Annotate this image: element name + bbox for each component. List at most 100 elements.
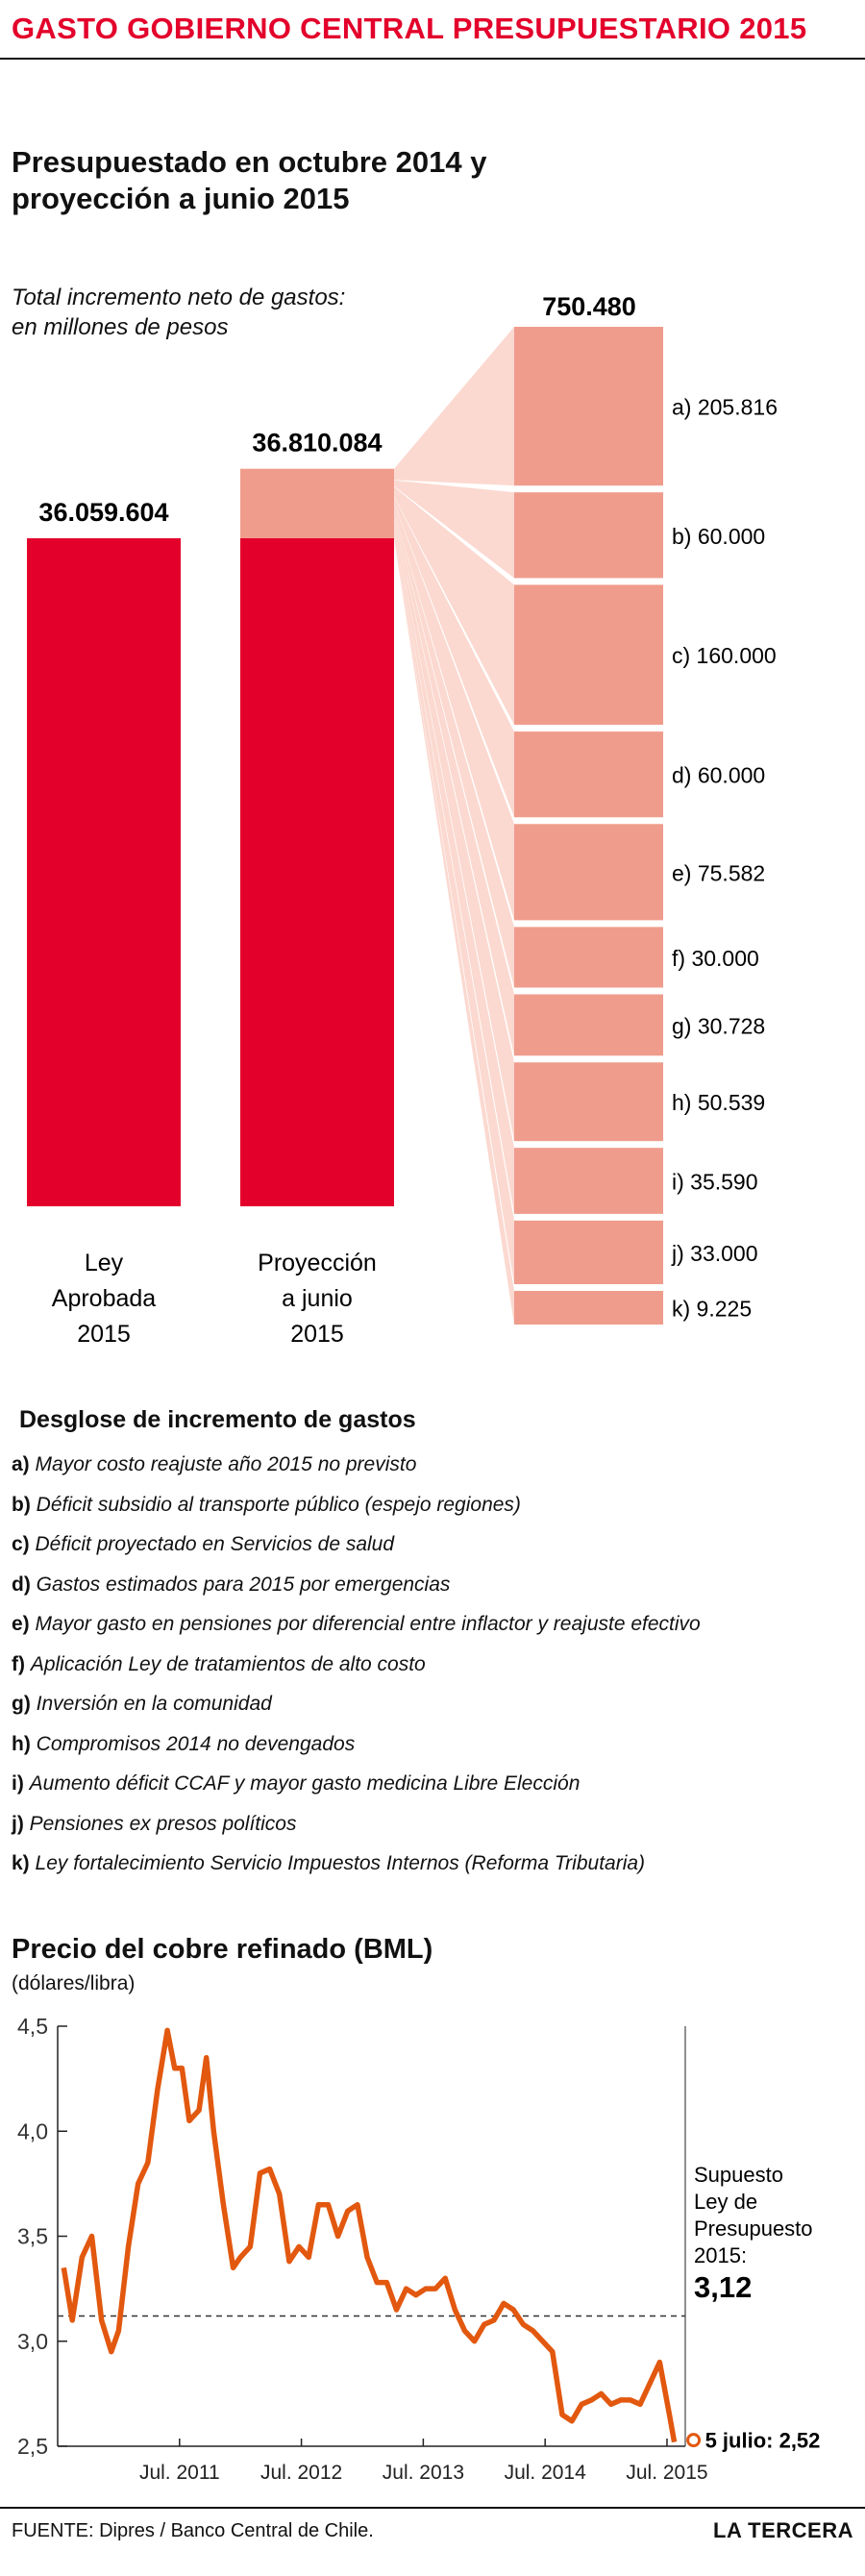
connector-wedge [394, 526, 514, 1214]
copper-line-chart: 2,5 3,0 3,5 4,0 4,5 Jul. 2011 Jul. 2012 Jul. 20… [17, 2014, 821, 2484]
breakdown-item: h) Compromisos 2014 no devengados [12, 1733, 355, 1756]
breakdown-item-key: i) [12, 1772, 30, 1795]
last-point-marker [686, 2433, 702, 2448]
breakdown-segment [514, 1148, 663, 1214]
subtitle-line-2: proyección a junio 2015 [12, 182, 350, 215]
breakdown-item: i) Aumento déficit CCAF y mayor gasto me… [12, 1772, 580, 1796]
breakdown-item-text: Déficit subsidio al transporte público (… [36, 1493, 521, 1516]
breakdown-value-label: i) 35.590 [672, 1170, 758, 1195]
breakdown-item: k) Ley fortalecimiento Servicio Impuesto… [12, 1852, 645, 1875]
last-point-label: 5 julio: 2,52 [705, 2429, 821, 2453]
breakdown-value-label: d) 60.000 [672, 763, 765, 788]
annotation-text: Supuesto [694, 2163, 783, 2187]
breakdown-item: e) Mayor gasto en pensiones por diferenc… [12, 1613, 701, 1636]
budget-chart-title: Total incremento neto de gastos: [12, 285, 346, 310]
breakdown-item-key: h) [12, 1732, 37, 1755]
connector-wedge [394, 531, 514, 1285]
connector-wedge [394, 515, 514, 1056]
breakdown-item-text: Aumento déficit CCAF y mayor gasto medic… [29, 1772, 581, 1795]
connector-wedge [394, 510, 514, 988]
chart-subtitle: Presupuestado en octubre 2014 y proyecci… [12, 144, 511, 217]
page-title: GASTO GOBIERNO CENTRAL PRESUPUESTARIO 20… [12, 12, 807, 45]
breakdown-value-label: f) 30.000 [672, 946, 759, 971]
breakdown-item-key: j) [12, 1812, 30, 1835]
y-tick-label: 3,0 [17, 2329, 48, 2354]
breakdown-item-key: k) [12, 1852, 36, 1874]
annotation-text: Presupuesto [694, 2217, 813, 2241]
breakdown-segment [514, 824, 663, 921]
breakdown-item: f) Aplicación Ley de tratamientos de alt… [12, 1653, 426, 1676]
breakdown-item: c) Déficit proyectado en Servicios de sa… [12, 1533, 394, 1556]
y-tick-label: 3,5 [17, 2224, 48, 2249]
bar-value-label: 36.059.604 [38, 498, 168, 527]
breakdown-value-label: h) 50.539 [672, 1090, 765, 1115]
copper-chart-unit: (dólares/libra) [12, 1972, 136, 1994]
annotation-text: Ley de [694, 2190, 757, 2214]
breakdown-item: g) Inversión en la comunidad [12, 1693, 272, 1716]
footer-brand: LA TERCERA [713, 2518, 853, 2542]
breakdown-segment [514, 927, 663, 988]
breakdown-value-label: g) 30.728 [672, 1013, 765, 1038]
category-label: Proyección [258, 1250, 377, 1276]
category-label: Aprobada [52, 1285, 157, 1312]
bar-value-label: 36.810.084 [252, 429, 382, 458]
x-tick-label: Jul. 2011 [139, 2462, 220, 2484]
breakdown-item-key: f) [12, 1652, 31, 1675]
connector-wedge [394, 327, 514, 486]
copper-price-series [61, 2027, 678, 2443]
connector-wedge [394, 480, 514, 579]
y-tick-label: 4,5 [17, 2014, 48, 2039]
category-label: Ley [85, 1250, 124, 1276]
bar-proyeccion [240, 538, 394, 1206]
breakdown-item-text: Gastos estimados para 2015 por emergenci… [36, 1573, 451, 1596]
x-tick-label: Jul. 2015 [626, 2462, 707, 2484]
breakdown-item-text: Ley fortalecimiento Servicio Impuestos I… [35, 1852, 646, 1874]
footer-source: FUENTE: Dipres / Banco Central de Chile. [12, 2520, 374, 2541]
budget-chart-label: Total incremento neto de gastos: en mill… [12, 283, 434, 342]
connector-wedge [394, 503, 514, 921]
connector-wedge [394, 497, 514, 818]
breakdown-item-key: a) [12, 1453, 36, 1475]
breakdown-item-key: b) [12, 1493, 37, 1516]
budget-bar-chart: 36.059.604 36.810.084 Ley Aprobada 2015 Proye… [27, 292, 778, 1348]
breakdown-item-text: Compromisos 2014 no devengados [36, 1732, 356, 1755]
annotation-text: 2015: [694, 2243, 747, 2267]
subtitle-line-1: Presupuestado en octubre 2014 y [12, 145, 487, 179]
breakdown-value-label: k) 9.225 [672, 1297, 752, 1322]
breakdown-segment [514, 1291, 663, 1325]
category-label: 2015 [290, 1321, 344, 1348]
breakdown-value-label: e) 75.582 [672, 860, 765, 885]
copper-chart-title: Precio del cobre refinado (BML) [12, 1934, 433, 1965]
annotation-value: 3,12 [694, 2270, 752, 2304]
y-tick-label: 2,5 [17, 2434, 48, 2459]
breakdown-item: d) Gastos estimados para 2015 por emerge… [12, 1573, 450, 1597]
x-tick-label: Jul. 2013 [383, 2462, 464, 2484]
breakdown-value-label: b) 60.000 [672, 524, 765, 549]
breakdown-item-key: e) [12, 1613, 36, 1635]
breakdown-item-key: g) [12, 1693, 37, 1715]
budget-chart-unit: en millones de pesos [12, 314, 229, 340]
breakdown-item-text: Mayor costo reajuste año 2015 no previst… [35, 1453, 417, 1475]
breakdown-segment [514, 327, 663, 486]
breakdown-value-label: c) 160.000 [672, 643, 777, 668]
breakdown-item-text: Inversión en la comunidad [36, 1693, 272, 1715]
breakdown-item-text: Mayor gasto en pensiones por diferencial… [35, 1613, 701, 1635]
breakdown-item-text: Aplicación Ley de tratamientos de alto c… [30, 1652, 426, 1675]
breakdown-value-label: a) 205.816 [672, 395, 778, 420]
title-divider [0, 58, 865, 60]
breakdown-segment [514, 994, 663, 1056]
footer-divider [0, 2507, 865, 2509]
bar-ley-aprobada [27, 538, 181, 1206]
breakdown-title: Desglose de incremento de gastos [19, 1406, 416, 1433]
breakdown-item-key: d) [12, 1573, 37, 1596]
breakdown-segment [514, 731, 663, 818]
breakdown-value-label: j) 33.000 [671, 1241, 758, 1266]
x-tick-label: Jul. 2012 [260, 2462, 342, 2484]
breakdown-segment [514, 1062, 663, 1142]
breakdown-item: j) Pensiones ex presos políticos [12, 1813, 297, 1836]
breakdown-segment [514, 584, 663, 726]
increment-total-label: 750.480 [542, 292, 636, 321]
x-tick-label: Jul. 2014 [505, 2462, 587, 2484]
category-label: 2015 [77, 1321, 131, 1348]
category-label: a junio [282, 1285, 353, 1312]
